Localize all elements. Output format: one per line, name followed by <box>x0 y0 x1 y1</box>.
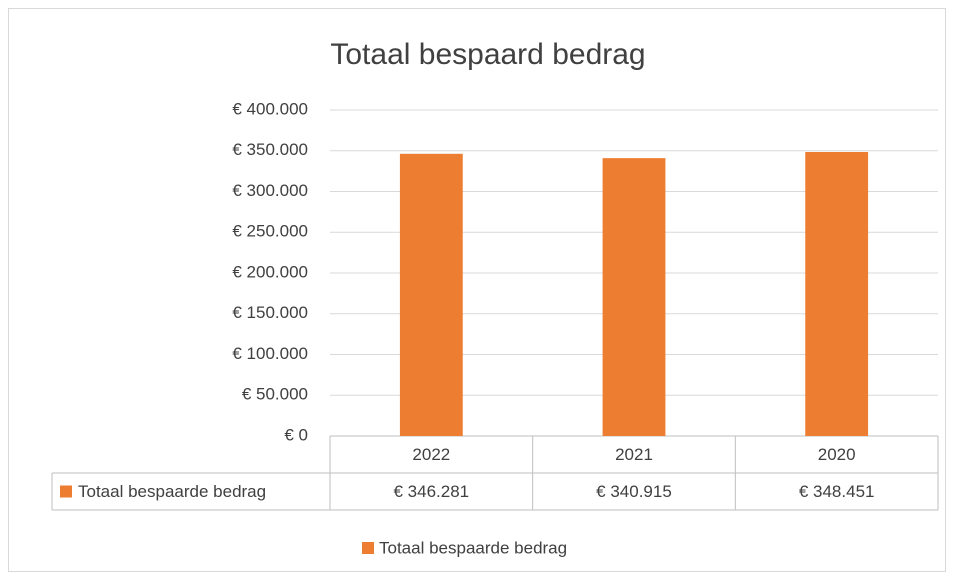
bar <box>805 152 869 436</box>
y-tick-label: € 350.000 <box>232 140 308 159</box>
legend-key <box>60 485 72 498</box>
x-tick-label: 2020 <box>818 445 856 464</box>
y-tick-label: € 400.000 <box>232 99 308 118</box>
y-tick-label: € 50.000 <box>242 385 308 404</box>
bar <box>399 153 463 436</box>
y-tick-label: € 250.000 <box>232 222 308 241</box>
y-tick-label: € 300.000 <box>232 181 308 200</box>
table-value: € 346.281 <box>394 482 470 501</box>
y-tick-label: € 150.000 <box>232 303 308 322</box>
y-tick-label: € 100.000 <box>232 344 308 363</box>
table-value: € 340.915 <box>596 482 672 501</box>
legend-label: Totaal bespaarde bedrag <box>379 538 567 557</box>
x-tick-label: 2021 <box>615 445 653 464</box>
table-row-label: Totaal bespaarde bedrag <box>78 482 266 501</box>
x-tick-label: 2022 <box>412 445 450 464</box>
y-tick-label: € 200.000 <box>232 262 308 281</box>
legend-key <box>362 542 374 554</box>
table-value: € 348.451 <box>799 482 875 501</box>
bar <box>602 158 666 436</box>
chart-border <box>8 8 946 572</box>
y-tick-label: € 0 <box>284 425 308 444</box>
chart-title: Totaal bespaard bedrag <box>330 38 645 71</box>
